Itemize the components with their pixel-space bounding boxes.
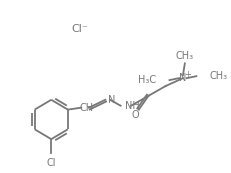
Text: O: O — [131, 110, 138, 120]
Text: NH: NH — [125, 101, 140, 111]
Text: CH₃: CH₃ — [209, 71, 227, 81]
Text: N: N — [179, 73, 186, 83]
Text: +: + — [183, 70, 190, 79]
Text: N: N — [108, 95, 115, 105]
Text: CH: CH — [79, 103, 93, 113]
Text: H₃C: H₃C — [137, 75, 155, 85]
Text: CH₃: CH₃ — [175, 52, 193, 61]
Text: Cl⁻: Cl⁻ — [71, 24, 88, 34]
Text: Cl: Cl — [46, 158, 56, 168]
